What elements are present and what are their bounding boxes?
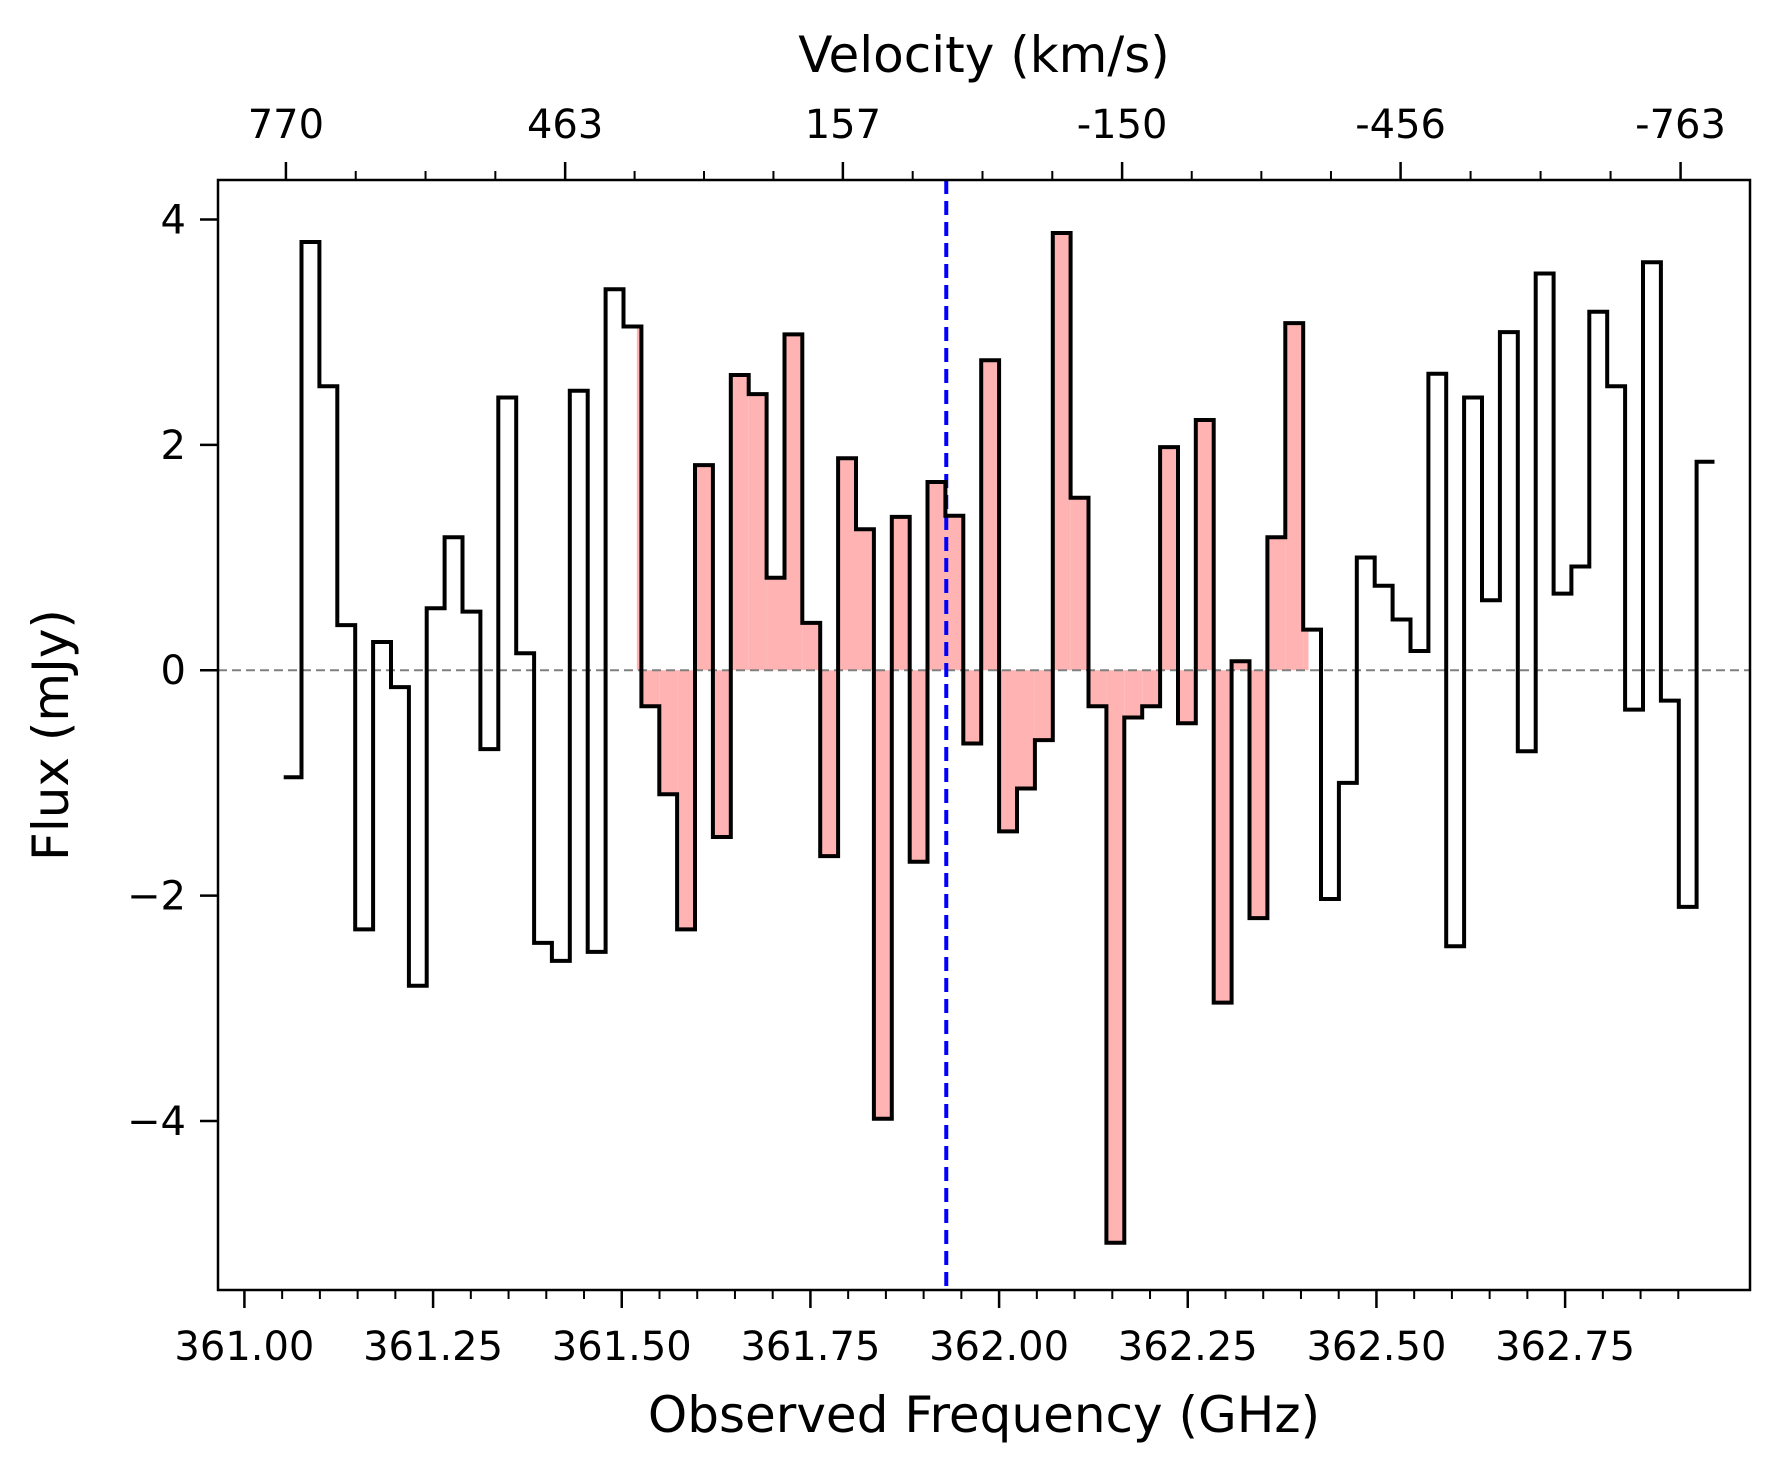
x-tick-label: 362.75 bbox=[1495, 1324, 1635, 1370]
highlight-fill-bin bbox=[1267, 537, 1286, 671]
highlight-fill-bin bbox=[909, 670, 928, 862]
plot-frame bbox=[216, 178, 1752, 1292]
highlight-fill-bin bbox=[802, 622, 821, 671]
x-tick-label: 361.75 bbox=[740, 1324, 880, 1370]
highlight-fill-bin bbox=[1088, 670, 1107, 707]
highlight-fill-bin bbox=[1231, 661, 1250, 671]
highlight-fill-bin bbox=[1142, 670, 1161, 707]
top-tick-label: -150 bbox=[1077, 102, 1168, 148]
highlight-fill-bin bbox=[730, 374, 749, 671]
highlight-fill-bin bbox=[999, 670, 1017, 832]
highlight-fill-bin bbox=[820, 670, 839, 857]
highlight-fill-bin bbox=[873, 670, 892, 1119]
highlight-fill-bin bbox=[677, 670, 696, 930]
highlight-fill-bin bbox=[927, 482, 946, 671]
y-axis-label: Flux (mJy) bbox=[22, 609, 80, 861]
top-axis-label: Velocity (km/s) bbox=[798, 26, 1170, 84]
highlight-fill-bin bbox=[695, 465, 713, 671]
y-tick-label: 0 bbox=[161, 648, 186, 694]
highlight-fill-bin bbox=[1160, 447, 1178, 671]
highlight-fill-bin bbox=[636, 326, 642, 671]
top-tick-label: 770 bbox=[248, 102, 324, 148]
highlight-fill-bin bbox=[1249, 670, 1268, 919]
highlight-fill-bin bbox=[1034, 670, 1053, 741]
x-tick-label: 362.50 bbox=[1306, 1324, 1446, 1370]
top-tick-label: 157 bbox=[805, 102, 881, 148]
spectrum-step-path bbox=[283, 231, 1715, 1245]
y-tick-label: −4 bbox=[127, 1099, 186, 1145]
highlight-fill-bin bbox=[641, 670, 660, 707]
highlight-fill-bin bbox=[1303, 629, 1309, 671]
y-tick-label: −2 bbox=[127, 874, 186, 920]
highlight-fill-bin bbox=[748, 394, 767, 671]
highlight-fill-bin bbox=[963, 670, 982, 744]
highlight-fill-bin bbox=[856, 529, 874, 671]
x-tick-label: 361.00 bbox=[174, 1324, 314, 1370]
top-tick-label: -456 bbox=[1355, 102, 1446, 148]
highlight-fill-bin bbox=[1016, 670, 1035, 789]
highlight-fill-bin bbox=[1124, 670, 1143, 718]
highlight-fill-bin bbox=[945, 515, 964, 671]
highlight-fill-bin bbox=[981, 360, 1000, 671]
highlight-fill-bin bbox=[1285, 323, 1304, 671]
highlight-fill-bin bbox=[766, 577, 785, 671]
highlight-fill-bin bbox=[1070, 497, 1089, 671]
y-tick-label: 2 bbox=[161, 423, 186, 469]
x-axis-label: Observed Frequency (GHz) bbox=[648, 1386, 1320, 1444]
x-tick-label: 361.50 bbox=[552, 1324, 692, 1370]
top-tick-label: 463 bbox=[527, 102, 603, 148]
x-tick-label: 362.25 bbox=[1118, 1324, 1258, 1370]
highlight-fill-bin bbox=[1195, 420, 1214, 671]
highlight-fill-bin bbox=[1177, 670, 1196, 724]
highlight-fill-bin bbox=[712, 670, 731, 837]
x-tick-label: 362.00 bbox=[929, 1324, 1069, 1370]
y-tick-label: 4 bbox=[161, 197, 186, 243]
highlight-fill-layer bbox=[636, 232, 1309, 1243]
reference-lines bbox=[218, 180, 1750, 1290]
x-tick-label: 361.25 bbox=[363, 1324, 503, 1370]
highlight-fill-bin bbox=[891, 516, 910, 671]
axis-ticks: 361.00 361.25 361.50 361.75 362.00 362.25 362.… bbox=[127, 102, 1726, 1370]
highlight-fill-bin bbox=[659, 670, 678, 795]
highlight-fill-bin bbox=[784, 334, 803, 671]
highlight-fill-bin bbox=[838, 458, 857, 671]
highlight-fill-bin bbox=[1213, 670, 1232, 1003]
spectrum-step-line bbox=[283, 231, 1715, 1245]
highlight-fill-bin bbox=[1106, 670, 1125, 1243]
top-tick-label: -763 bbox=[1635, 102, 1726, 148]
highlight-fill-bin bbox=[1052, 232, 1071, 671]
